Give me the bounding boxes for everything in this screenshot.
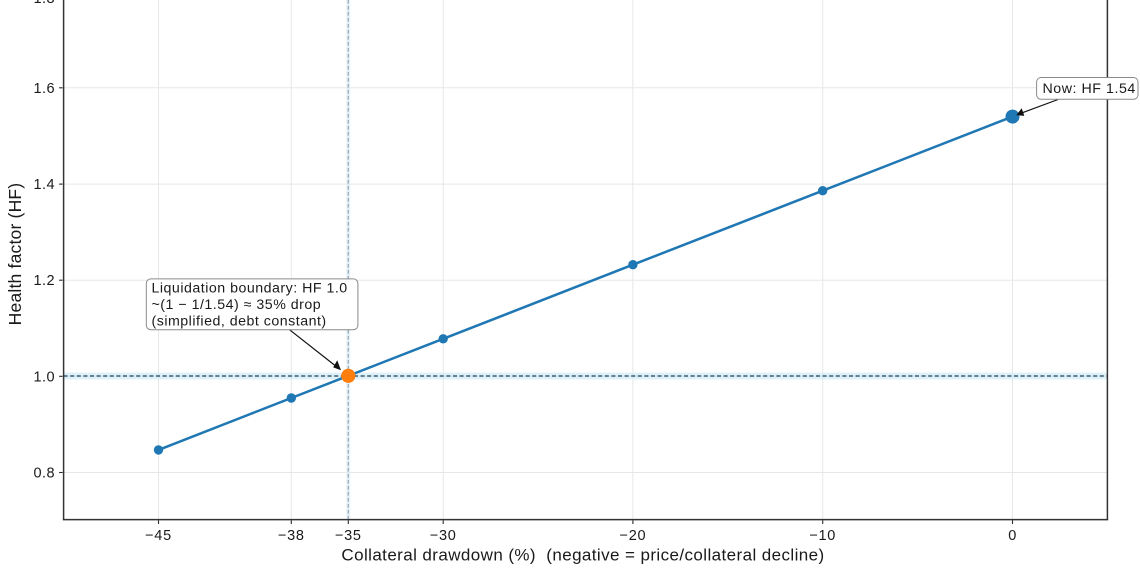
svg-text:−38: −38 [278,528,305,544]
svg-text:−45: −45 [145,528,172,544]
svg-text:1.2: 1.2 [33,273,55,289]
svg-text:−20: −20 [620,528,647,544]
svg-text:0: 0 [1008,528,1017,544]
svg-text:−30: −30 [430,528,457,544]
svg-text:Now: HF 1.54: Now: HF 1.54 [1043,81,1136,97]
svg-text:Liquidation boundary: HF 1.0: Liquidation boundary: HF 1.0 [152,281,348,297]
svg-text:1.4: 1.4 [33,177,55,193]
svg-text:1.0: 1.0 [33,369,55,385]
svg-text:(simplified, debt constant): (simplified, debt constant) [152,313,327,329]
svg-text:Collateral drawdown (%) (nega: Collateral drawdown (%) (negative = pric… [341,545,824,564]
svg-text:−35: −35 [335,528,362,544]
svg-text:1.6: 1.6 [33,81,55,97]
svg-text:1.8: 1.8 [33,0,55,7]
svg-text:−10: −10 [809,528,836,544]
svg-text:Health factor (HF): Health factor (HF) [5,183,25,326]
svg-text:~(1 − 1/1.54) ≈ 35% drop: ~(1 − 1/1.54) ≈ 35% drop [152,297,322,313]
svg-text:0.8: 0.8 [33,466,55,482]
